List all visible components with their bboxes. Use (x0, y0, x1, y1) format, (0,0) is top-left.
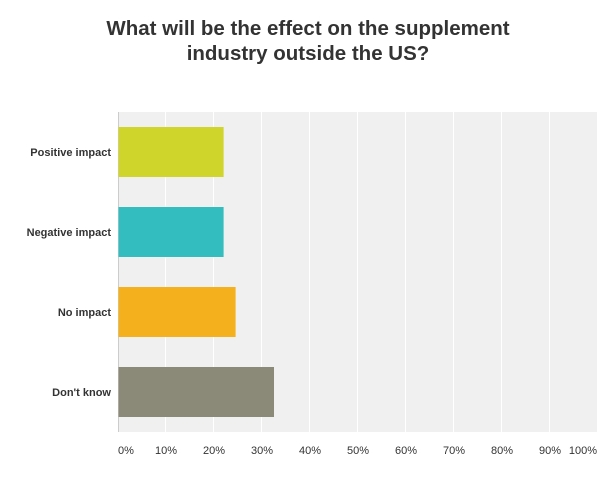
x-tick-label: 50% (347, 445, 369, 457)
bars (118, 127, 274, 417)
x-tick-label: 0% (118, 445, 134, 457)
x-tick-label: 100% (569, 445, 597, 457)
category-label: No impact (58, 307, 112, 319)
bar-no-impact (118, 287, 236, 337)
gridlines (165, 112, 598, 432)
x-tick-label: 40% (299, 445, 321, 457)
x-tick-label: 60% (395, 445, 417, 457)
category-labels: Positive impact Negative impact No impact D… (27, 147, 112, 399)
chart-title-line-1: What will be the effect on the supplemen… (106, 17, 510, 40)
x-tick-label: 80% (491, 445, 513, 457)
bar-positive-impact (118, 127, 224, 177)
bar-don-t-know (118, 367, 274, 417)
category-label: Don't know (52, 387, 111, 399)
x-tick-label: 90% (539, 445, 561, 457)
category-label: Negative impact (27, 227, 112, 239)
x-tick-label: 20% (203, 445, 225, 457)
chart-title: What will be the effect on the supplemen… (0, 16, 616, 66)
x-tick-label: 30% (251, 445, 273, 457)
x-axis-tick-labels: 0% 10% 20% 30% 40% 50% 60% 70% 80% 90% 100% (118, 445, 597, 457)
chart-title-line-2: industry outside the US? (186, 42, 430, 65)
x-tick-label: 10% (155, 445, 177, 457)
x-tick-label: 70% (443, 445, 465, 457)
category-label: Positive impact (30, 147, 111, 159)
bar-negative-impact (118, 207, 224, 257)
